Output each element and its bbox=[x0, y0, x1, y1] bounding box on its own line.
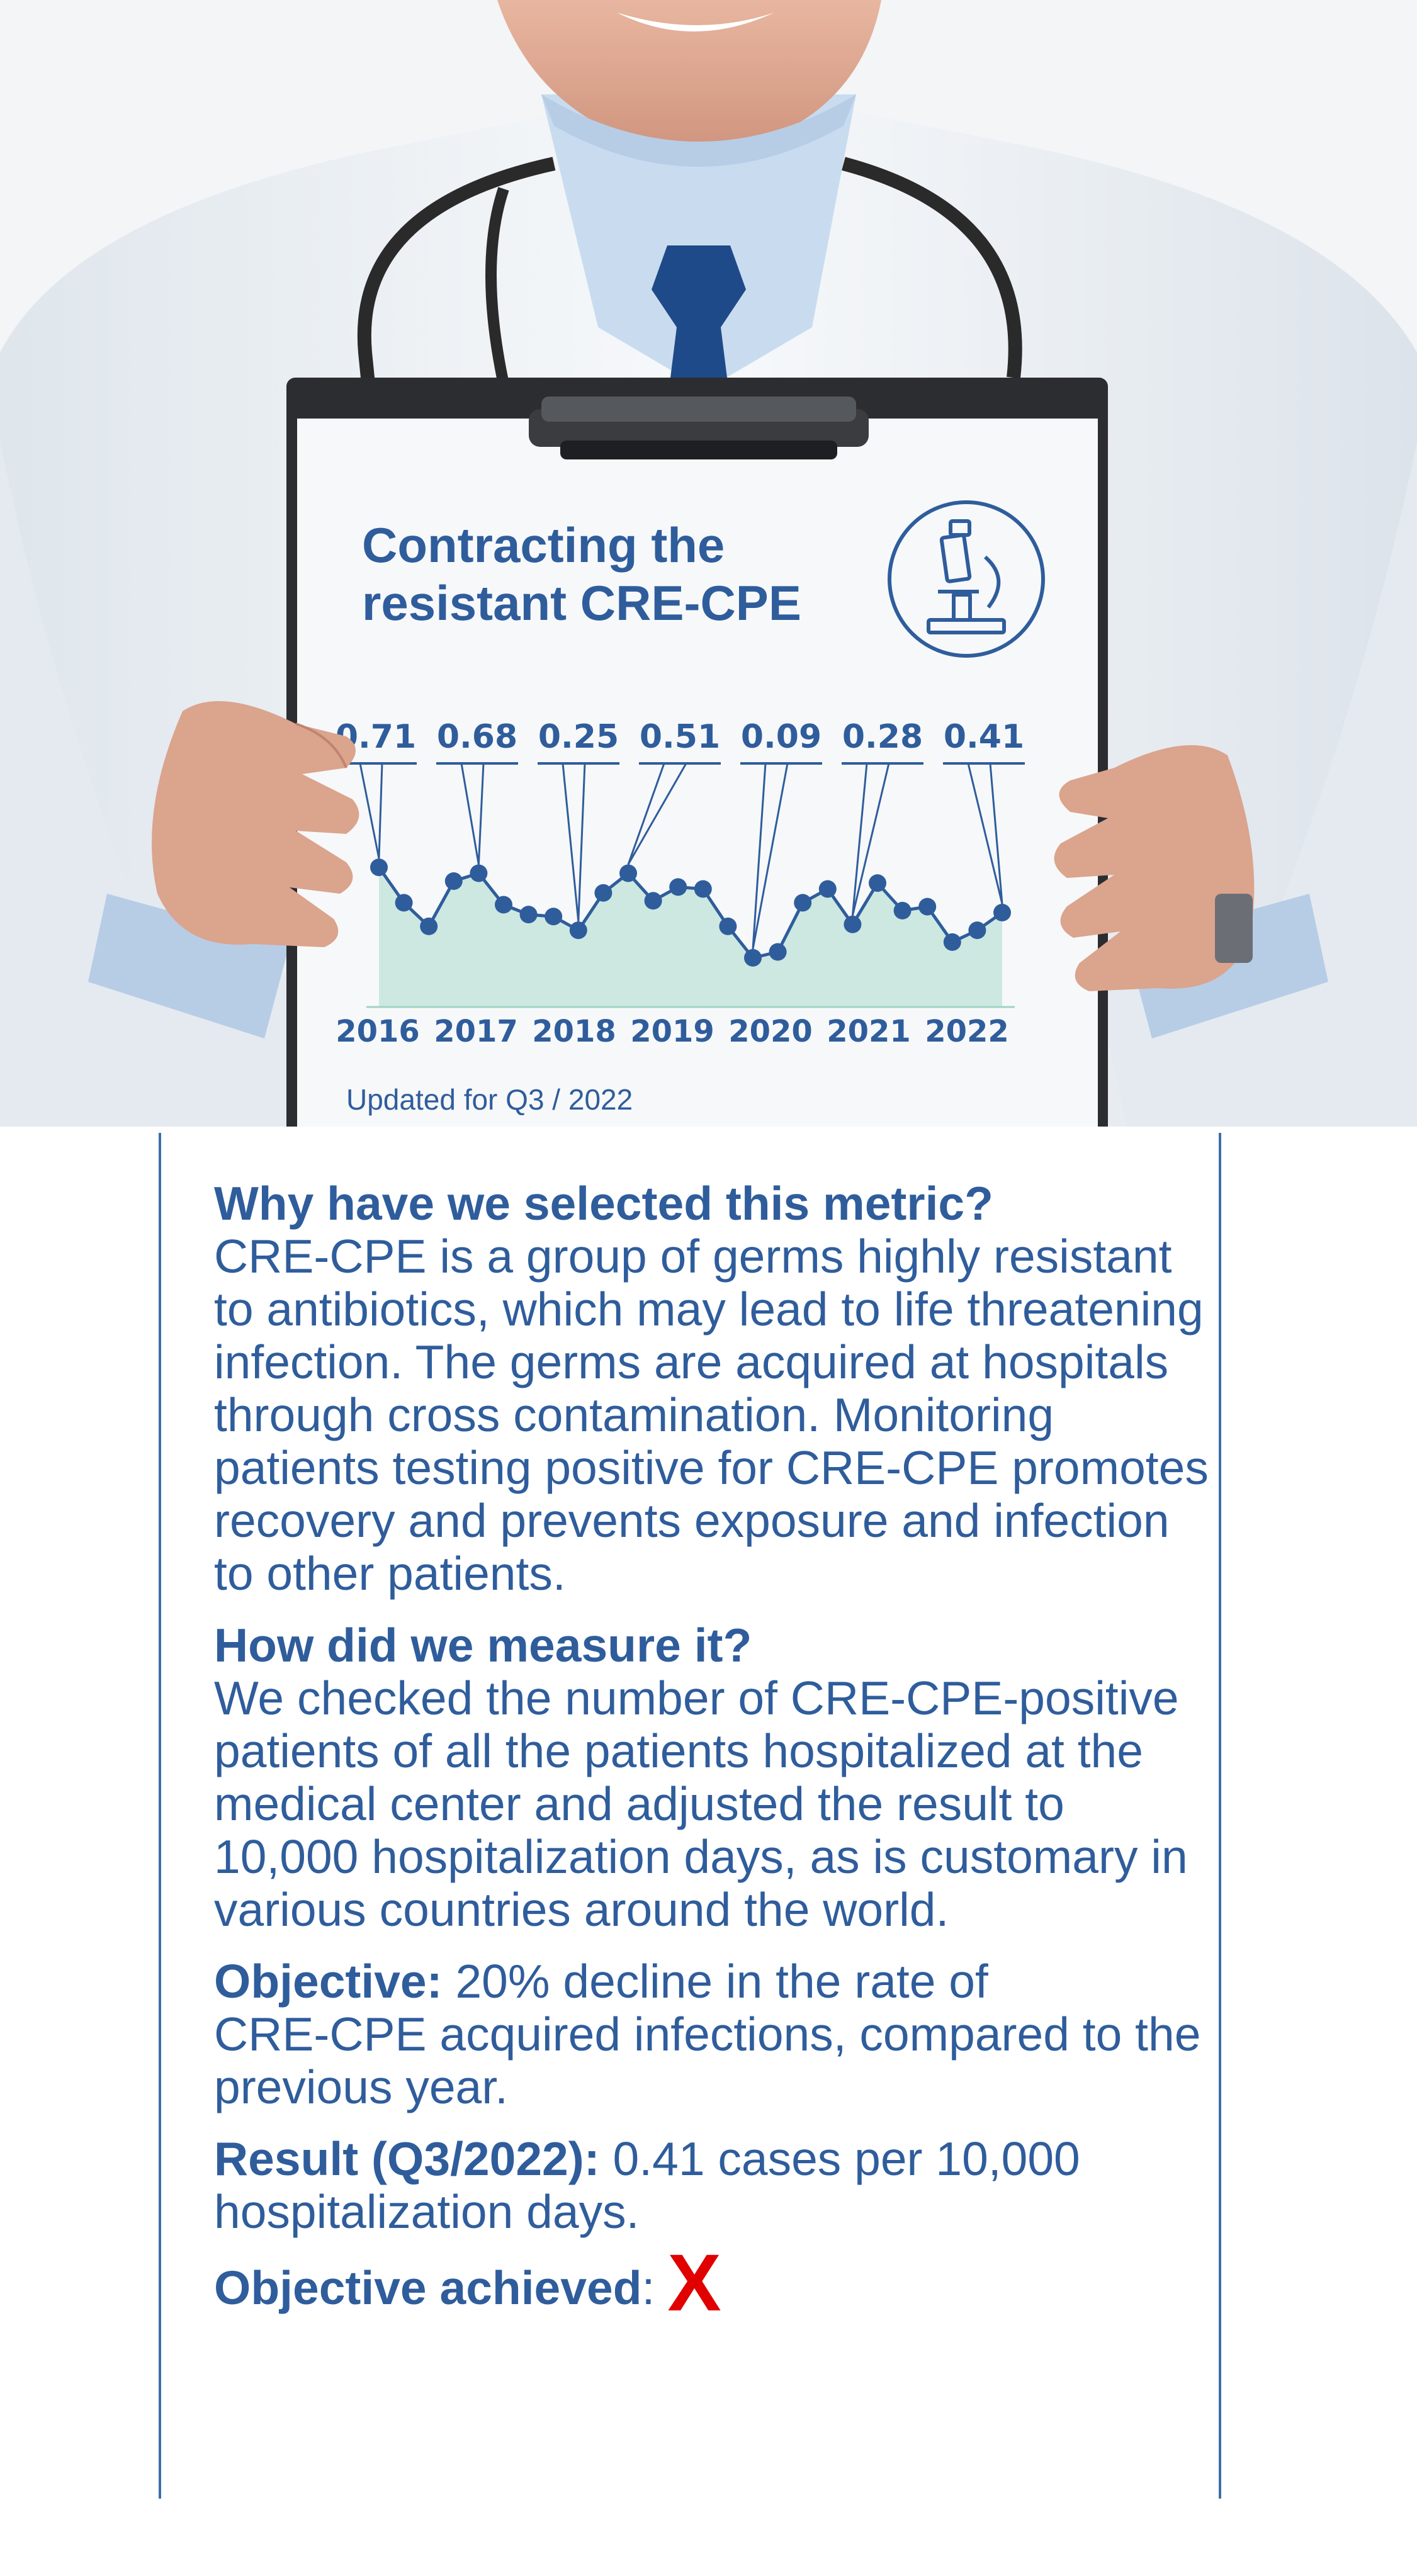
data-point bbox=[420, 917, 438, 935]
result-line: hospitalization days. bbox=[214, 2185, 640, 2238]
data-point bbox=[395, 894, 413, 912]
callout-label: 0.25 bbox=[538, 718, 619, 756]
data-point bbox=[818, 880, 837, 898]
data-point bbox=[569, 921, 587, 940]
data-point bbox=[744, 948, 762, 967]
x-axis-label: 2021 bbox=[827, 1014, 911, 1048]
callout-pointer bbox=[752, 763, 789, 950]
x-axis-label: 2017 bbox=[434, 1014, 518, 1048]
why-line: infection. The germs are acquired at hos… bbox=[214, 1336, 1169, 1388]
callout-pointer bbox=[562, 763, 586, 922]
chart-title-line-2: resistant CRE-CPE bbox=[362, 575, 801, 631]
how-line: medical center and adjusted the result t… bbox=[214, 1777, 1064, 1830]
data-point bbox=[968, 921, 986, 940]
chart-title-line-1: Contracting the bbox=[362, 517, 725, 573]
data-point bbox=[495, 896, 512, 914]
data-point bbox=[893, 901, 912, 920]
how-heading: How did we measure it? bbox=[214, 1619, 752, 1672]
data-point bbox=[794, 894, 812, 912]
data-point bbox=[545, 908, 563, 926]
data-point bbox=[719, 917, 737, 935]
data-point bbox=[769, 943, 787, 961]
chart-xlabels-group: 2016 2017 2018 2019 2020 2021 2022 bbox=[336, 1014, 1009, 1048]
how-line: various countries around the world. bbox=[214, 1883, 949, 1936]
objective-body: CRE-CPE acquired infections, compared to… bbox=[214, 2008, 1209, 2113]
callout-label: 0.68 bbox=[437, 718, 517, 756]
data-point bbox=[943, 933, 961, 951]
area-chart: 0.71 0.68 0.25 0.51 0.09 0.28 0.41 2016 2017 201… bbox=[335, 718, 1025, 1048]
not-achieved-x-icon: X bbox=[667, 2238, 721, 2328]
why-line: to other patients. bbox=[214, 1547, 566, 1600]
chart-points-group bbox=[370, 858, 1011, 967]
callout-label: 0.41 bbox=[944, 718, 1024, 756]
why-line: through cross contamination. Monitoring bbox=[214, 1388, 1054, 1441]
data-point bbox=[519, 906, 538, 924]
text-panel bbox=[159, 1133, 1221, 2499]
x-axis-label: 2022 bbox=[925, 1014, 1009, 1048]
callout-label: 0.28 bbox=[842, 718, 923, 756]
right-hand bbox=[1054, 745, 1255, 991]
result-label: Result (Q3/2022): bbox=[214, 2132, 600, 2185]
microscope-icon bbox=[888, 500, 1045, 658]
data-point bbox=[669, 878, 687, 896]
how-body: We checked the number of CRE-CPE-positiv… bbox=[214, 1672, 1209, 1936]
why-body: CRE-CPE is a group of germs highly resis… bbox=[214, 1230, 1209, 1600]
objective-line: CRE-CPE acquired infections, compared to… bbox=[214, 2008, 1201, 2061]
why-line: patients testing positive for CRE-CPE pr… bbox=[214, 1441, 1209, 1494]
x-axis-label: 2016 bbox=[336, 1014, 420, 1048]
achieved-colon: : bbox=[641, 2261, 655, 2314]
chart-area-group bbox=[366, 867, 1015, 1008]
data-point bbox=[619, 864, 637, 882]
chart-title: Contracting the resistant CRE-CPE bbox=[362, 516, 929, 632]
callout-label: 0.09 bbox=[741, 718, 821, 756]
why-line: recovery and prevents exposure and infec… bbox=[214, 1494, 1170, 1547]
why-section: Why have we selected this metric? CRE-CP… bbox=[214, 1177, 1209, 1600]
data-point bbox=[444, 872, 463, 890]
data-point bbox=[470, 864, 488, 882]
result-section: Result (Q3/2022): 0.41 cases per 10,000 … bbox=[214, 2132, 1209, 2238]
callout-pointer bbox=[460, 763, 485, 865]
data-point bbox=[844, 915, 862, 933]
how-line: patients of all the patients hospitalize… bbox=[214, 1724, 1143, 1777]
data-point bbox=[869, 874, 886, 892]
data-point bbox=[594, 884, 613, 902]
callout-pointer bbox=[627, 763, 687, 865]
objective-section: Objective: 20% decline in the rate of CR… bbox=[214, 1955, 1209, 2113]
result-body: hospitalization days. bbox=[214, 2185, 1209, 2238]
objective-label: Objective: bbox=[214, 1955, 443, 2008]
achieved-label: Objective achieved bbox=[214, 2261, 642, 2314]
how-line: 10,000 hospitalization days, as is custo… bbox=[214, 1830, 1188, 1883]
why-line: to antibiotics, which may lead to life t… bbox=[214, 1283, 1204, 1336]
left-hand bbox=[152, 701, 359, 947]
x-axis-label: 2019 bbox=[630, 1014, 714, 1048]
how-line: We checked the number of CRE-CPE-positiv… bbox=[214, 1672, 1179, 1724]
data-point bbox=[918, 897, 937, 916]
chart-footer: Updated for Q3 / 2022 bbox=[346, 1083, 633, 1116]
how-section: How did we measure it? We checked the nu… bbox=[214, 1619, 1209, 1936]
callout-pointer bbox=[967, 763, 1003, 904]
objective-line: previous year. bbox=[214, 2061, 508, 2113]
chart-area-fill bbox=[379, 867, 1002, 1007]
x-axis-label: 2018 bbox=[532, 1014, 616, 1048]
result-text: 0.41 cases per 10,000 bbox=[599, 2132, 1080, 2185]
data-point bbox=[993, 904, 1011, 921]
objective-text: 20% decline in the rate of bbox=[442, 1955, 988, 2008]
metric-description: Why have we selected this metric? CRE-CP… bbox=[214, 1177, 1209, 2333]
why-line: CRE-CPE is a group of germs highly resis… bbox=[214, 1230, 1172, 1283]
data-point bbox=[370, 858, 388, 877]
data-point bbox=[644, 892, 662, 910]
x-axis-label: 2020 bbox=[728, 1014, 813, 1048]
achieved-section: Objective achieved: X bbox=[214, 2243, 1209, 2324]
why-heading: Why have we selected this metric? bbox=[214, 1177, 993, 1230]
callout-label: 0.51 bbox=[640, 718, 720, 756]
data-point bbox=[694, 880, 712, 898]
clipboard-clip bbox=[529, 397, 869, 459]
